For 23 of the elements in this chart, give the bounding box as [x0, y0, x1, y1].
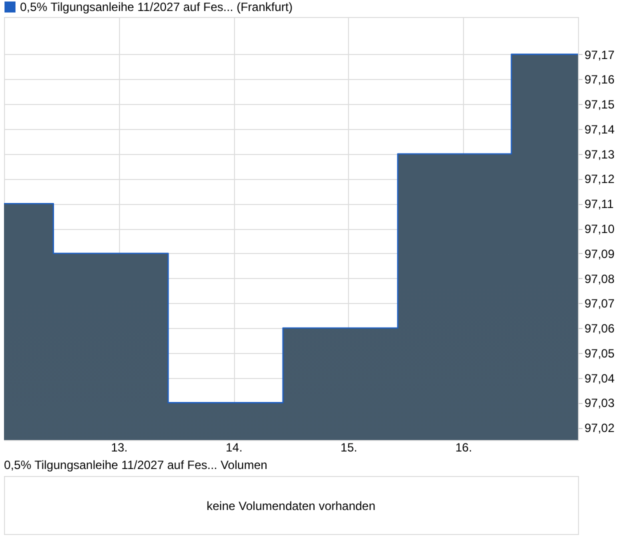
y-tick-label: 97,05 — [584, 346, 615, 360]
legend-label: 0,5% Tilgungsanleihe 11/2027 auf Fes... (Frankfurt) — [20, 0, 293, 14]
y-tick-label: 97,11 — [584, 197, 614, 212]
y-tick-label: 97,09 — [584, 246, 615, 261]
y-tick-label: 97,15 — [584, 98, 615, 112]
text: 0,5% Tilgungsanleihe 11/2027 auf Fes... Volumen — [4, 458, 268, 472]
x-tick-label: 13. — [110, 440, 128, 454]
y-tick-label: 97,14 — [584, 122, 615, 136]
y-tick-label: 97,16 — [584, 72, 615, 87]
y-tick-label: 97,12 — [584, 172, 615, 186]
x-tick-label: 15. — [340, 440, 358, 454]
y-tick-label: 97,04 — [584, 371, 615, 386]
y-tick-label: 97,02 — [584, 421, 615, 436]
y-tick-label: 97,08 — [584, 272, 615, 286]
y-tick-label: 97,10 — [584, 222, 615, 236]
x-tick-label: 16. — [455, 440, 472, 454]
y-tick-label: 97,06 — [584, 322, 615, 336]
y-tick-label: 97,17 — [584, 48, 615, 62]
y-tick-label: 97,03 — [584, 396, 615, 410]
y-tick-label: 97,13 — [584, 147, 615, 162]
text: keine Volumendaten vorhanden — [206, 499, 376, 513]
x-tick-label: 14. — [226, 440, 242, 454]
y-tick-label: 97,07 — [584, 296, 615, 311]
